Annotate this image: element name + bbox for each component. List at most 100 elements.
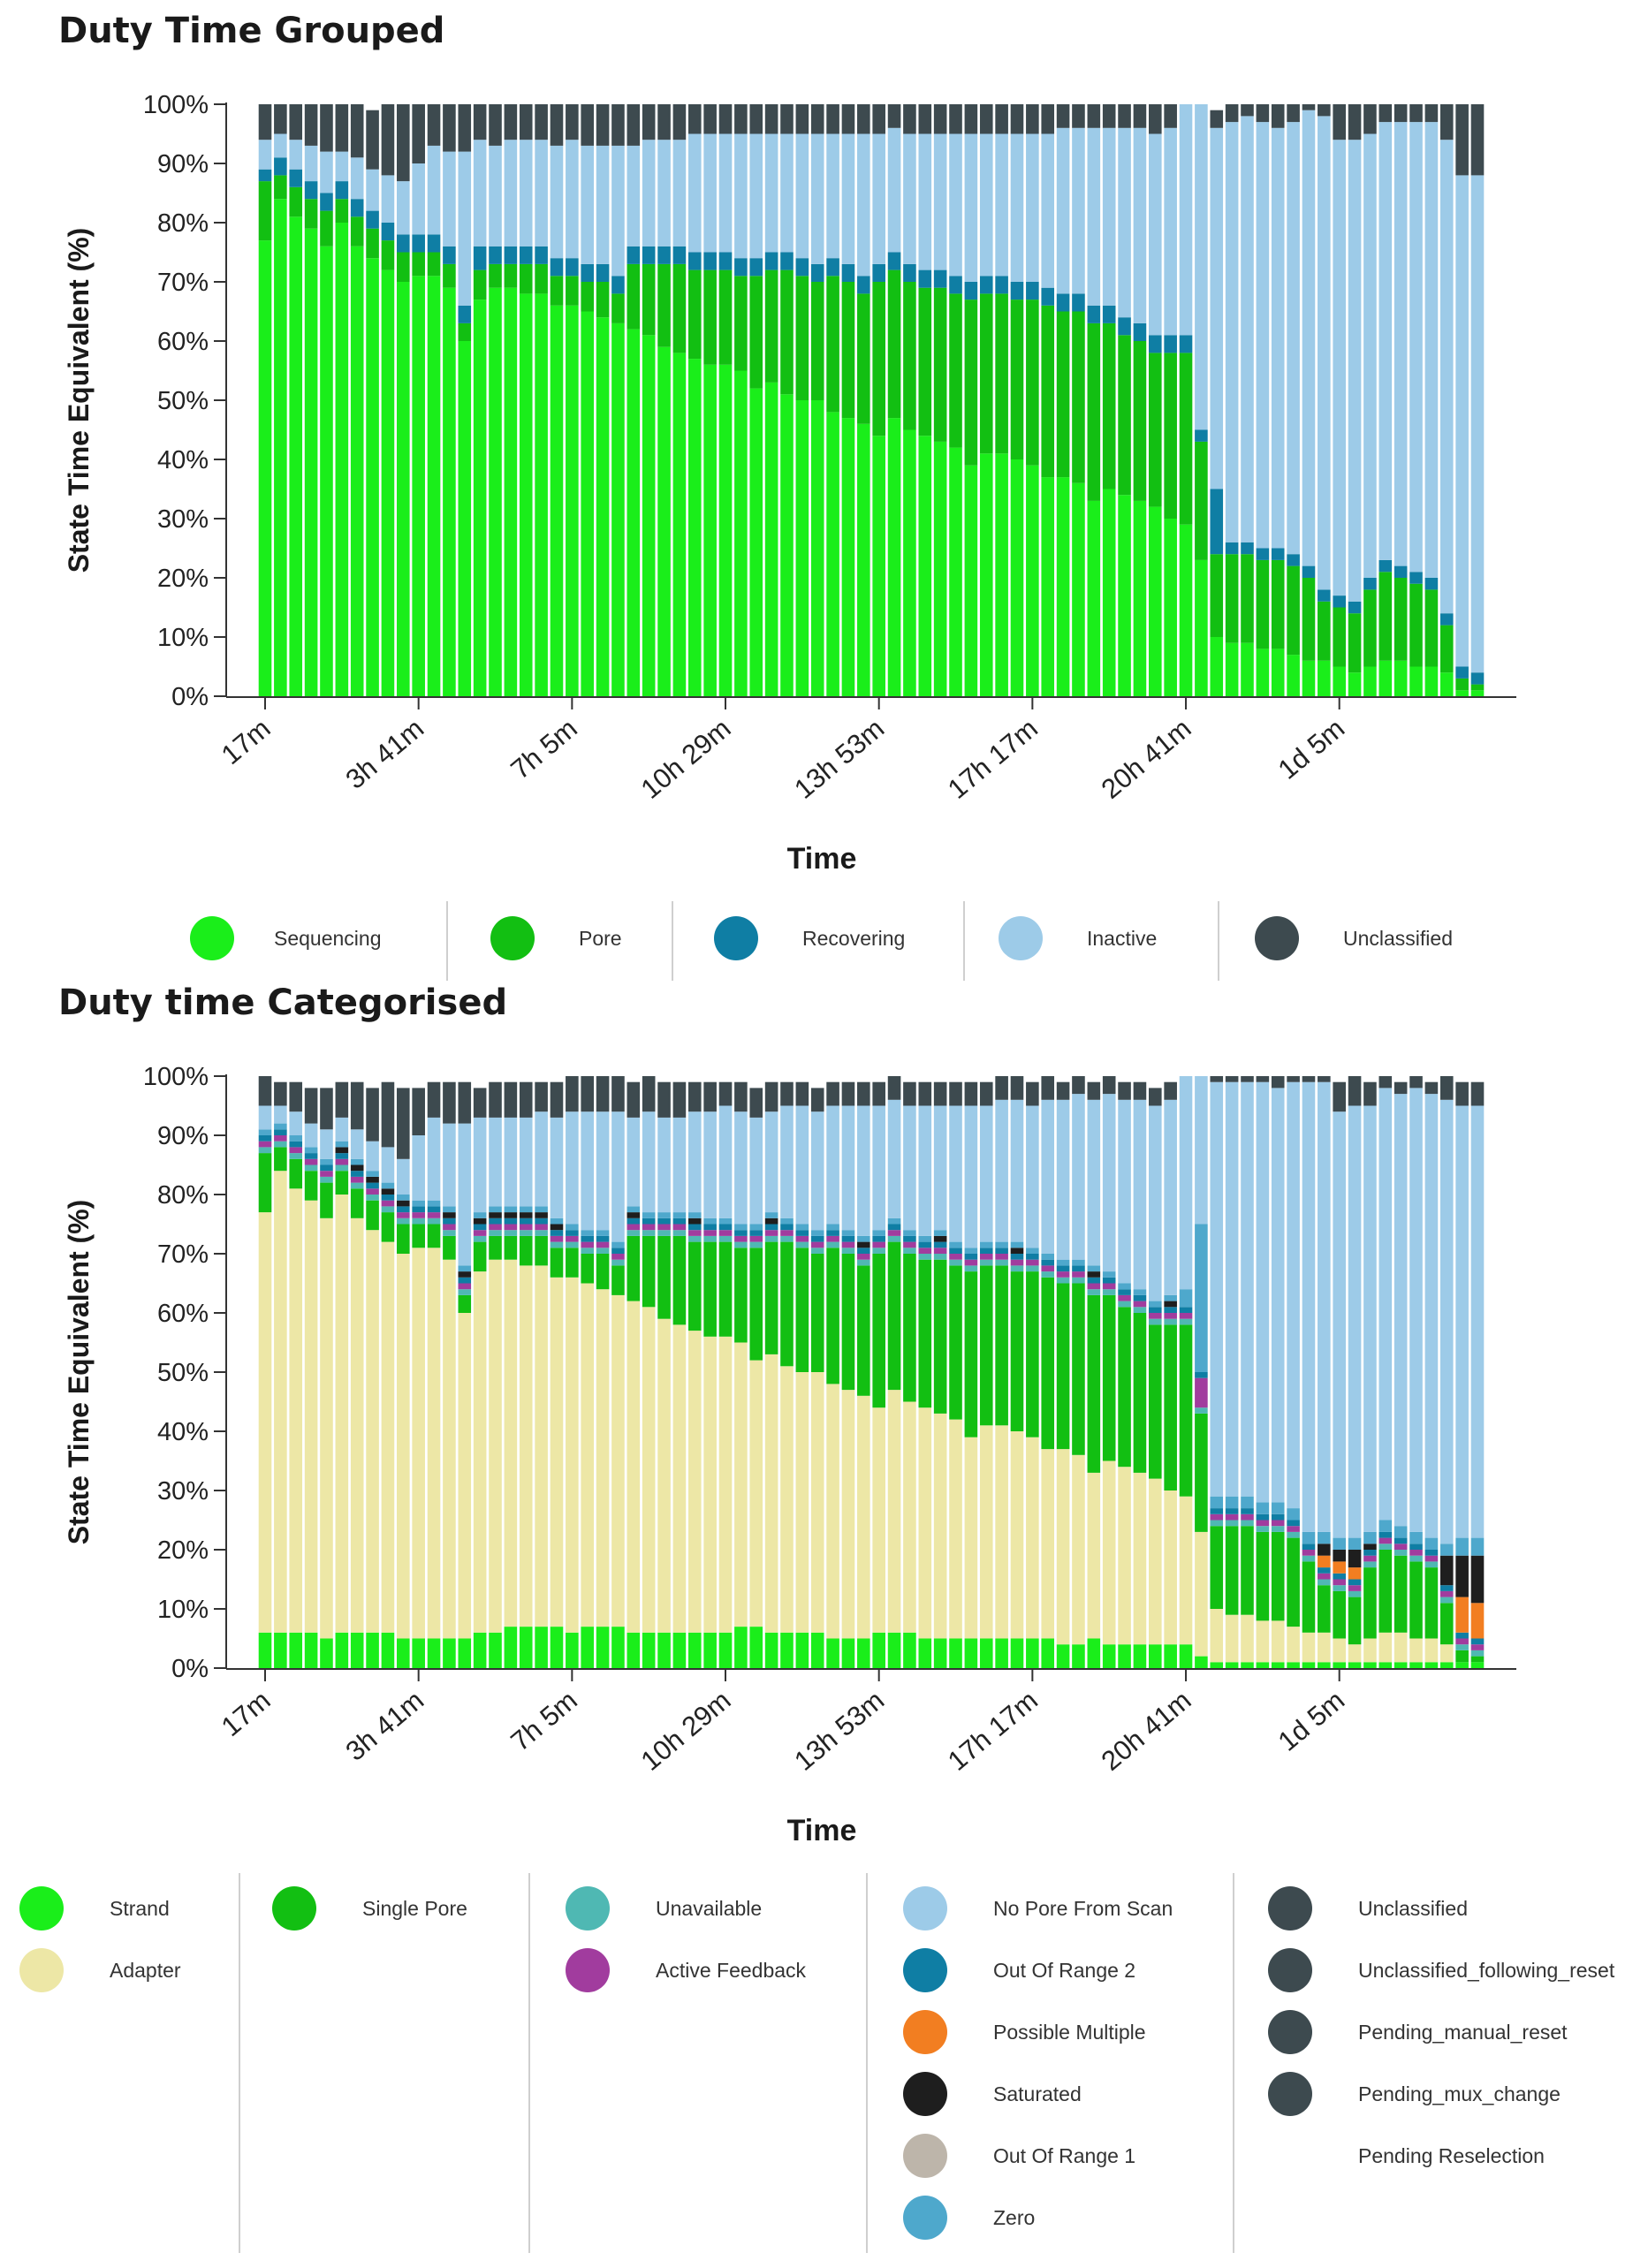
bar-segment-pore: [1087, 322, 1101, 501]
bar-segment-unavailable: [887, 1235, 901, 1242]
bar-segment-unclassified: [841, 1081, 855, 1106]
bar-segment-recovering: [320, 193, 333, 211]
bar-segment-single-pore: [810, 1254, 824, 1372]
legend-item-pore[interactable]: Pore: [490, 916, 622, 960]
bar-segment-out-of-range-2: [350, 1171, 364, 1177]
bar-segment-strand: [581, 1627, 594, 1668]
bar-segment-unclassified: [795, 104, 809, 134]
legend-item-pending-reselection[interactable]: Pending Reselection: [1268, 2134, 1545, 2178]
bar-segment-adapter: [535, 1265, 548, 1627]
bar-segment-active-feedback: [933, 1248, 947, 1254]
bar-segment-inactive: [718, 133, 733, 253]
bar-segment-adapter: [672, 1324, 687, 1633]
bar-segment-no-pore-from-scan: [1149, 1105, 1162, 1301]
bar-segment-strand: [1470, 1662, 1485, 1668]
bar-segment-inactive: [458, 151, 472, 306]
bar-segment-inactive: [826, 133, 839, 259]
bar-segment-unclassified: [366, 110, 379, 170]
bar-segment-inactive: [381, 175, 395, 223]
bar-segment-pore: [1378, 572, 1393, 661]
bar-segment-unclassified: [443, 104, 456, 152]
bar-segment-active-feedback: [1179, 1313, 1193, 1319]
legend-item-unavailable[interactable]: Unavailable: [566, 1886, 762, 1930]
bar-segment-adapter: [1056, 1449, 1070, 1645]
bar-segment-zero: [1348, 1537, 1362, 1550]
bar-segment-adapter: [611, 1294, 625, 1627]
bar-segment-strand: [949, 1638, 962, 1668]
bar-segment-recovering: [1102, 305, 1116, 323]
bar-segment-strand: [1287, 1662, 1300, 1668]
legend-item-unclassified[interactable]: Unclassified: [1268, 1886, 1468, 1930]
bar-segment-active-feedback: [258, 1141, 272, 1148]
legend-item-out-of-range-1[interactable]: Out Of Range 1: [903, 2134, 1135, 2178]
bar-segment-active-feedback: [780, 1230, 794, 1236]
legend-item-unclassified-following-reset[interactable]: Unclassified_following_reset: [1268, 1948, 1614, 1992]
bar-segment-saturated: [687, 1217, 702, 1225]
bar-segment-unclassified: [397, 1088, 410, 1159]
bar-segment-inactive: [366, 169, 379, 211]
legend-item-sequencing[interactable]: Sequencing: [190, 916, 382, 960]
bar-segment-unavailable: [780, 1235, 794, 1242]
bar-segment-unclassified: [887, 104, 901, 128]
bar-segment-inactive: [1133, 127, 1147, 323]
legend-item-possible-multiple[interactable]: Possible Multiple: [903, 2010, 1146, 2054]
y-tick-label: 70%: [157, 1240, 209, 1269]
bar-segment-zero: [734, 1224, 748, 1231]
legend-item-no-pore-from-scan[interactable]: No Pore From Scan: [903, 1886, 1173, 1930]
bar-segment-pore: [1333, 607, 1346, 667]
bar-segment-unclassified: [1241, 104, 1254, 117]
bar-segment-unavailable: [627, 1230, 641, 1236]
bar-segment-single-pore: [1439, 1603, 1454, 1645]
bar-segment-strand: [1256, 1662, 1270, 1668]
legend-item-recovering[interactable]: Recovering: [714, 916, 905, 960]
bar-segment-zero: [964, 1248, 978, 1254]
legend-label: Inactive: [1087, 926, 1158, 950]
bar-segment-single-pore: [1041, 1277, 1055, 1450]
legend-item-active-feedback[interactable]: Active Feedback: [566, 1948, 806, 1992]
legend-item-out-of-range-2[interactable]: Out Of Range 2: [903, 1948, 1135, 1992]
bar-segment-active-feedback: [1072, 1271, 1085, 1278]
bar-segment-recovering: [826, 258, 839, 277]
bar-segment-recovering: [1041, 287, 1055, 306]
bar-segment-single-pore: [1318, 1585, 1331, 1633]
bar-segment-unavailable: [1195, 1407, 1208, 1414]
bar-segment-recovering: [1195, 429, 1208, 442]
bar-segment-pore: [350, 216, 364, 247]
legend-item-unclassified[interactable]: Unclassified: [1255, 916, 1453, 960]
y-tick-label: 70%: [157, 269, 209, 297]
bar-segment-zero: [687, 1212, 702, 1218]
bar-segment-saturated: [1470, 1555, 1485, 1604]
bar-segment-single-pore: [611, 1265, 625, 1295]
bar-segment-no-pore-from-scan: [1010, 1099, 1024, 1242]
legend-item-adapter[interactable]: Adapter: [19, 1948, 181, 1992]
bar-segment-pore: [1394, 578, 1408, 661]
bar-segment-saturated: [1439, 1555, 1454, 1586]
legend-item-zero[interactable]: Zero: [903, 2196, 1035, 2240]
bar-segment-inactive: [857, 133, 870, 277]
legend-item-pending-mux-change[interactable]: Pending_mux_change: [1268, 2072, 1561, 2116]
bar-segment-single-pore: [1179, 1324, 1193, 1497]
bar-segment-active-feedback: [1318, 1573, 1331, 1580]
legend-item-inactive[interactable]: Inactive: [999, 916, 1157, 960]
bar-segment-possible-multiple: [1470, 1603, 1485, 1639]
legend-item-single-pore[interactable]: Single Pore: [272, 1886, 467, 1930]
legend-item-pending-manual-reset[interactable]: Pending_manual_reset: [1268, 2010, 1568, 2054]
bar-segment-strand: [1056, 1644, 1070, 1668]
bar-segment-unclassified: [1056, 104, 1070, 128]
bar-segment-out-of-range-2: [320, 1164, 333, 1172]
bar-segment-pore: [1439, 625, 1454, 673]
bar-segment-unclassified: [1056, 1081, 1070, 1100]
bar-segment-strand: [1455, 1662, 1469, 1668]
bar-segment-recovering: [1378, 559, 1393, 573]
bar-segment-zero: [872, 1230, 885, 1236]
bar-segment-strand: [550, 1627, 564, 1668]
bar-segment-out-of-range-2: [566, 1230, 579, 1236]
bar-segment-recovering: [504, 246, 518, 264]
legend-item-saturated[interactable]: Saturated: [903, 2072, 1082, 2116]
legend-item-strand[interactable]: Strand: [19, 1886, 170, 1930]
bar-segment-saturated: [857, 1241, 870, 1248]
bar-segment-inactive: [1302, 110, 1316, 566]
bar-segment-unavailable: [1378, 1544, 1393, 1550]
bar-segment-unavailable: [872, 1248, 885, 1254]
bar-segment-zero: [718, 1217, 733, 1225]
